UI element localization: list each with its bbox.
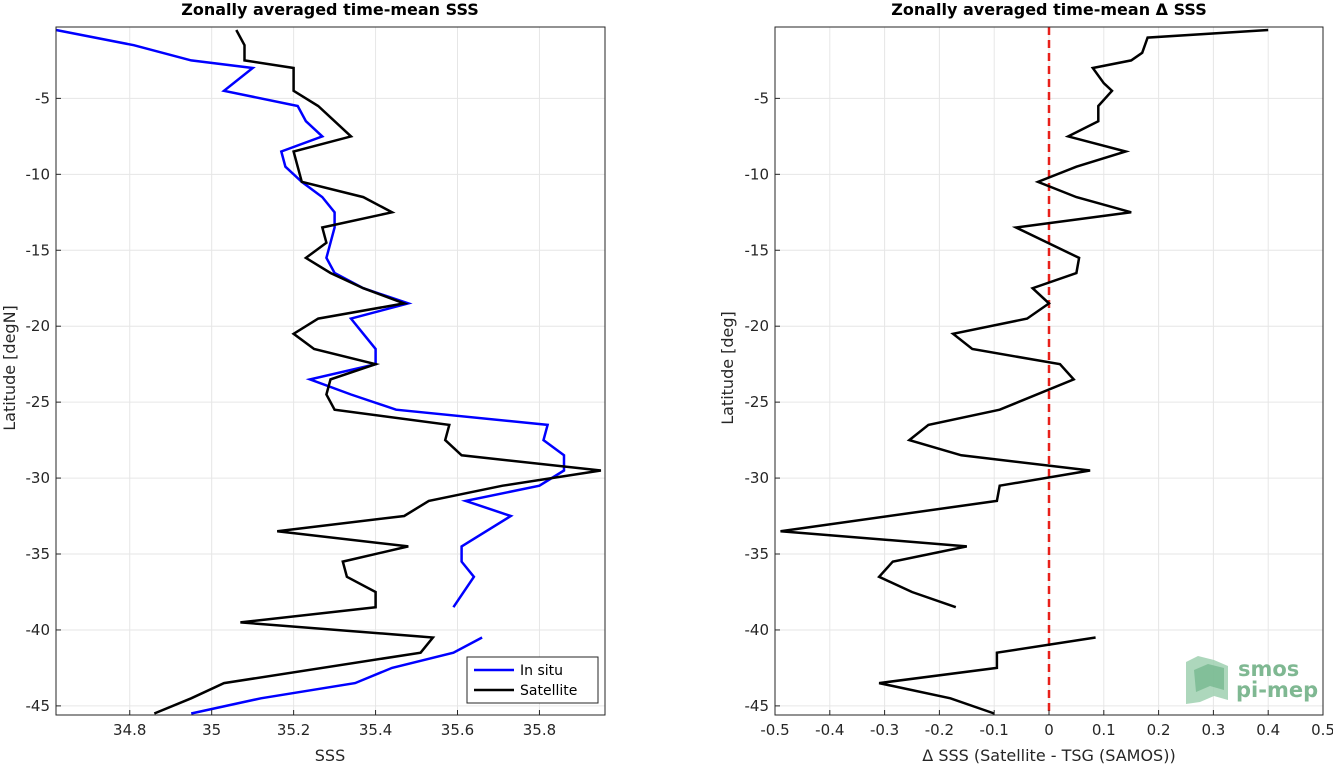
delta-sss-y-axis-label: Latitude [deg] bbox=[718, 311, 737, 425]
delta-sss-y-tick-label: -5 bbox=[754, 89, 769, 107]
sss-series-line-in-situ-0 bbox=[55, 28, 566, 608]
delta-sss-x-tick-label: -0.1 bbox=[980, 721, 1009, 739]
sss-series-line-in-situ-1 bbox=[190, 636, 483, 715]
sss-series-line-satellite-2 bbox=[153, 29, 602, 715]
logo-wave-graphic-dark bbox=[1194, 664, 1224, 692]
delta-sss-x-tick-label: 0 bbox=[1044, 721, 1054, 739]
delta-sss-x-tick-label: 0.5 bbox=[1311, 721, 1333, 739]
sss-y-tick-label: -5 bbox=[35, 89, 50, 107]
delta-sss-x-tick-label: -0.3 bbox=[870, 721, 899, 739]
logo-text-smos: smos bbox=[1238, 657, 1299, 681]
delta-sss-x-tick-label: 0.2 bbox=[1147, 721, 1171, 739]
sss-y-tick-label: -15 bbox=[26, 241, 51, 259]
legend: In situ Satellite bbox=[466, 656, 599, 704]
sss-y-tick-label: -25 bbox=[26, 393, 51, 411]
delta-sss-x-tick-label: -0.5 bbox=[760, 721, 789, 739]
delta-sss-y-tick-label: -35 bbox=[745, 545, 770, 563]
sss-y-tick-label: -10 bbox=[26, 165, 51, 183]
delta-sss-y-tick-label: -45 bbox=[745, 697, 770, 715]
delta-sss-series-line-delta-1 bbox=[878, 636, 1096, 715]
sss-x-tick-label: 35.2 bbox=[277, 721, 310, 739]
legend-label-in-situ: In situ bbox=[520, 663, 563, 679]
delta-sss-x-tick-label: 0.1 bbox=[1092, 721, 1116, 739]
sss-panel: 34.8 35 35.2 35.4 35.6 35.8 -45 -40 -35 -30 -25 -20… bbox=[0, 0, 606, 764]
sss-x-tick-label: 34.8 bbox=[113, 721, 146, 739]
delta-sss-y-tick-label: -40 bbox=[745, 621, 770, 639]
delta-sss-panel: -0.5 -0.4 -0.3 -0.2 -0.1 0 0.1 0.2 0.3 0.4 0.5 -45 -… bbox=[718, 0, 1333, 764]
sss-x-tick-label: 35.8 bbox=[523, 721, 556, 739]
delta-sss-y-tick-label: -25 bbox=[745, 393, 770, 411]
legend-box bbox=[466, 656, 599, 704]
sss-y-axis-label: Latitude [degN] bbox=[0, 305, 19, 431]
delta-sss-x-tick-label: 0.3 bbox=[1201, 721, 1225, 739]
delta-sss-y-tick-label: -30 bbox=[745, 469, 770, 487]
sss-series bbox=[55, 28, 602, 715]
logo-text-pi-mep: pi-mep bbox=[1236, 678, 1318, 702]
smos-pi-mep-logo: smos pi-mep bbox=[1186, 656, 1318, 704]
delta-sss-series-line-delta-0 bbox=[780, 28, 1269, 609]
sss-ticks: 34.8 35 35.2 35.4 35.6 35.8 -45 -40 -35 -30 -25 -20… bbox=[26, 89, 557, 739]
sss-title: Zonally averaged time-mean SSS bbox=[181, 0, 479, 19]
sss-y-tick-label: -45 bbox=[26, 697, 51, 715]
sss-y-tick-label: -35 bbox=[26, 545, 51, 563]
delta-sss-y-tick-label: -10 bbox=[745, 165, 770, 183]
delta-sss-y-tick-label: -15 bbox=[745, 241, 770, 259]
delta-sss-x-axis-label: Δ SSS (Satellite - TSG (SAMOS)) bbox=[922, 746, 1175, 764]
delta-sss-x-tick-label: -0.2 bbox=[925, 721, 954, 739]
delta-sss-ticks: -0.5 -0.4 -0.3 -0.2 -0.1 0 0.1 0.2 0.3 0.4 0.5 -45 -… bbox=[745, 89, 1333, 739]
sss-x-tick-label: 35.4 bbox=[359, 721, 392, 739]
delta-sss-x-tick-label: 0.4 bbox=[1256, 721, 1280, 739]
delta-sss-title: Zonally averaged time-mean Δ SSS bbox=[891, 0, 1207, 19]
sss-x-axis-label: SSS bbox=[315, 746, 345, 764]
delta-sss-x-tick-label: -0.4 bbox=[815, 721, 844, 739]
sss-y-tick-label: -20 bbox=[26, 317, 51, 335]
sss-x-tick-label: 35.6 bbox=[441, 721, 474, 739]
delta-sss-y-tick-label: -20 bbox=[745, 317, 770, 335]
delta-sss-series bbox=[780, 27, 1269, 715]
sss-axes-box bbox=[55, 26, 606, 716]
sss-y-tick-label: -30 bbox=[26, 469, 51, 487]
legend-label-satellite: Satellite bbox=[520, 683, 577, 699]
sss-x-tick-label: 35 bbox=[202, 721, 221, 739]
sss-y-tick-label: -40 bbox=[26, 621, 51, 639]
